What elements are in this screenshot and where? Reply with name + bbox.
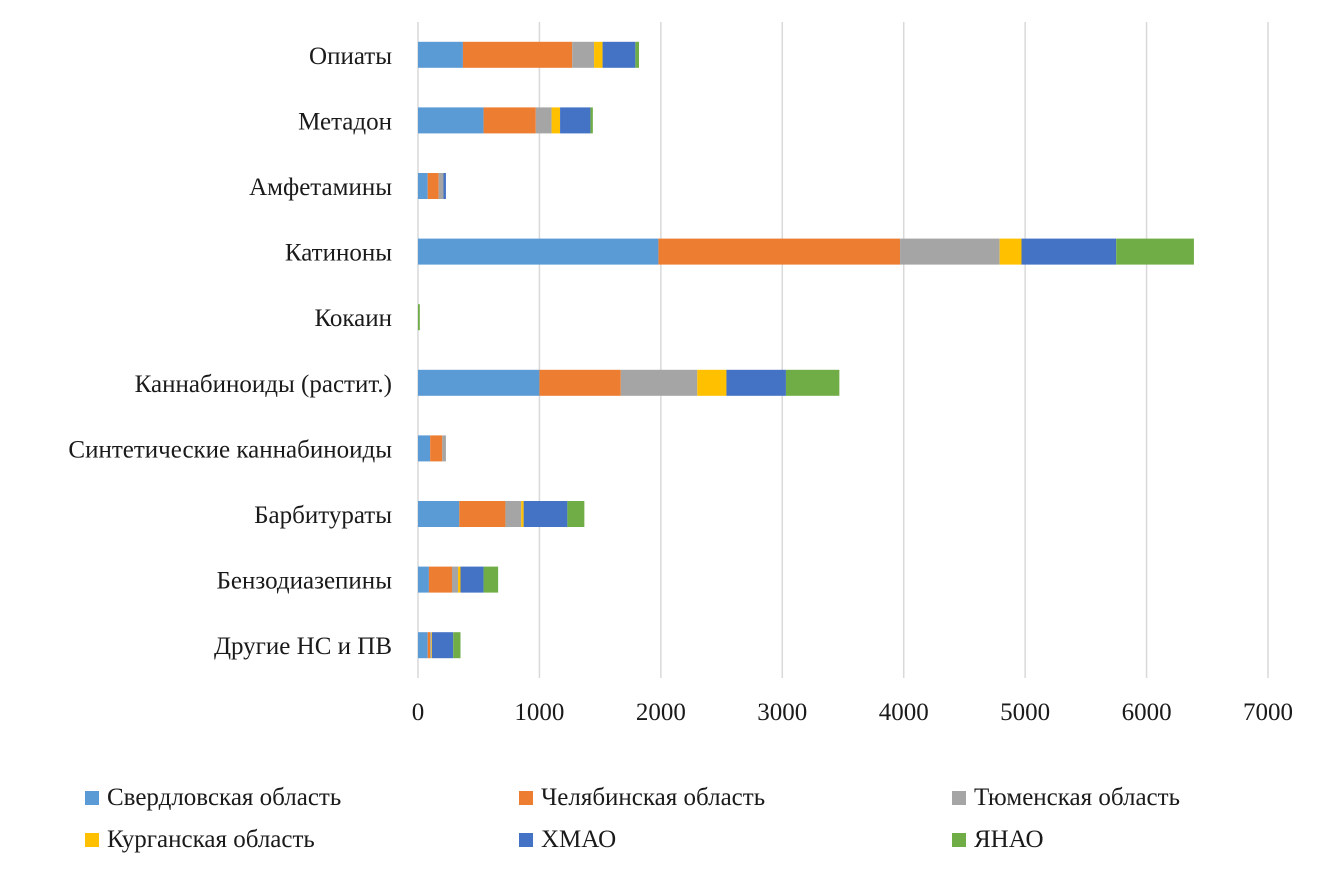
x-tick-label: 1000	[514, 699, 564, 726]
legend-item: ХМАО	[519, 826, 616, 854]
bar-segment	[567, 501, 585, 527]
stacked-bar-chart: Опиаты Метадон Амфетамины Катиноны Кокаин Кан…	[68, 22, 1293, 726]
bar-segment	[539, 369, 621, 396]
bar-segment	[1021, 238, 1117, 265]
bar-segment	[430, 435, 443, 462]
bar-segment	[594, 41, 603, 68]
bar-segment	[418, 173, 428, 199]
bar-segment	[560, 107, 591, 134]
bar-segment	[418, 304, 420, 331]
bar-segment	[431, 632, 454, 659]
legend-label: ХМАО	[541, 826, 617, 853]
bar-segment	[418, 107, 484, 134]
bar-segment	[427, 173, 439, 199]
bar-segment	[418, 566, 429, 593]
bar-segment	[459, 501, 506, 527]
x-tick-labels: 0 1000 2000 3000 4000 5000 6000 7000	[412, 699, 1293, 726]
legend-item: Челябинская область	[519, 784, 765, 812]
bar-segment	[602, 41, 636, 68]
bar-segment	[620, 369, 698, 396]
bar-segment	[418, 41, 463, 68]
bars-group	[418, 41, 1194, 659]
legend-swatch	[952, 833, 966, 847]
category-label: Метадон	[298, 108, 392, 135]
category-label: Амфетамины	[249, 174, 392, 201]
bar-segment	[427, 632, 431, 659]
bar-segment	[462, 41, 573, 68]
bar-segment	[697, 369, 727, 396]
bar-segment	[590, 107, 593, 134]
legend-item: Тюменская область	[952, 784, 1180, 812]
bar-segment	[1116, 238, 1194, 265]
category-label: Каннабиноиды (растит.)	[135, 371, 392, 398]
legend-swatch	[519, 791, 533, 805]
legend-item: ЯНАО	[952, 826, 1044, 854]
legend: Свердловская область Челябинская область Т…	[0, 780, 1322, 870]
bar-segment	[999, 238, 1022, 265]
x-tick-label: 3000	[757, 699, 807, 726]
bar-segment	[483, 566, 499, 593]
legend-item: Курганская область	[85, 826, 315, 854]
bar-segment	[418, 369, 540, 396]
bar-segment	[453, 632, 461, 659]
legend-swatch	[952, 791, 966, 805]
category-label: Барбитураты	[254, 502, 392, 529]
bar-segment	[460, 566, 484, 593]
x-tick-label: 0	[412, 699, 425, 726]
legend-item: Свердловская область	[85, 784, 341, 812]
x-tick-label: 4000	[879, 699, 929, 726]
category-label: Синтетические каннабиноиды	[68, 436, 392, 463]
legend-label: Челябинская область	[541, 784, 766, 811]
bar-segment	[430, 632, 432, 659]
legend-swatch	[85, 833, 99, 847]
x-tick-label: 6000	[1122, 699, 1172, 726]
bar-segment	[523, 501, 568, 527]
category-label: Опиаты	[309, 43, 392, 70]
bar-segment	[535, 107, 552, 134]
bar-segment	[785, 369, 840, 396]
bar-segment	[458, 566, 461, 593]
category-label: Катиноны	[285, 240, 392, 267]
bar-segment	[726, 369, 786, 396]
category-label: Другие НС и ПВ	[214, 633, 392, 660]
bar-segment	[443, 173, 446, 199]
bar-segment	[483, 107, 536, 134]
bar-segment	[658, 238, 901, 265]
category-label: Бензодиазепины	[217, 568, 393, 595]
legend-swatch	[85, 791, 99, 805]
bar-segment	[418, 435, 431, 462]
bar-segment	[438, 173, 444, 199]
legend-label: Тюменская область	[974, 784, 1180, 811]
bar-segment	[418, 501, 460, 527]
category-labels: Опиаты Метадон Амфетамины Катиноны Кокаин Кан…	[68, 43, 392, 660]
bar-segment	[900, 238, 1000, 265]
gridlines	[417, 22, 1269, 678]
bar-segment	[521, 501, 524, 527]
bar-segment	[452, 566, 459, 593]
bar-segment	[418, 238, 659, 265]
bar-segment	[551, 107, 561, 134]
bar-segment	[572, 41, 595, 68]
bar-segment	[431, 632, 433, 659]
x-tick-label: 7000	[1243, 699, 1293, 726]
legend-label: Свердловская область	[107, 784, 342, 811]
x-tick-label: 5000	[1000, 699, 1050, 726]
bar-segment	[635, 41, 639, 68]
bar-segment	[428, 566, 452, 593]
legend-label: ЯНАО	[974, 826, 1044, 853]
category-label: Кокаин	[314, 305, 392, 332]
legend-swatch	[519, 833, 533, 847]
bar-segment	[505, 501, 522, 527]
legend-label: Курганская область	[107, 826, 315, 853]
bar-segment	[442, 435, 446, 462]
bar-segment	[418, 632, 428, 659]
x-tick-label: 2000	[636, 699, 686, 726]
